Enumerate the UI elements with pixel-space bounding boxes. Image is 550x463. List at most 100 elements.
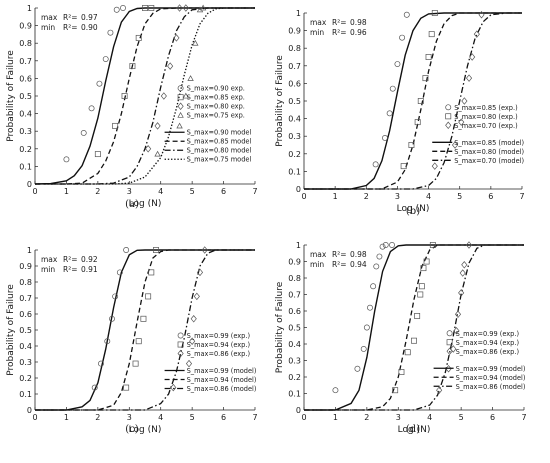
data-point-s1-0 [392,387,399,394]
data-point-s1-1 [112,122,119,129]
y-tick-label: 0.4 [19,342,32,351]
legend-label-2: S_max=0.80 exp. [187,103,245,111]
data-point-s2-7 [461,261,468,269]
r2-max-value: 0.97 [81,13,98,22]
legend-marker-2 [445,121,452,130]
legend-label-3: S_max=0.99 (model) [456,365,526,373]
data-point-s0-0 [372,161,379,168]
y-tick-label: 0.9 [19,22,32,31]
data-point-s0-1 [98,360,104,367]
data-point-s2-3 [453,327,460,335]
y-tick-label: 0.1 [288,390,301,399]
data-point-s1-4 [422,75,429,82]
data-point-s0-6 [113,6,120,13]
data-point-s0-5 [399,34,406,41]
y-tick-label: 0.7 [288,62,301,71]
legend-marker-1 [445,113,452,120]
data-point-s0-6 [123,247,130,253]
legend-marker-3 [177,111,184,118]
data-point-s1-5 [142,5,148,11]
y-tick-label: 0.9 [19,262,32,271]
legend-marker-1 [177,94,184,101]
r2-min-value: 0.94 [350,260,367,269]
data-point-s1-4 [414,313,421,319]
data-point-s0-2 [386,110,393,117]
x-tick-label: 1 [64,187,69,196]
y-tick-label: 0.3 [288,132,301,141]
r2-min-prefix: min [41,265,55,274]
series-line-5 [35,7,255,185]
y-axis-label: Probability of Failure [275,55,285,147]
data-point-s3-4 [192,39,199,46]
legend-marker-1 [446,339,453,346]
data-point-s0-4 [112,293,119,300]
series-line-5 [35,249,255,411]
y-tick-label: 0.5 [19,92,32,101]
data-point-s0-1 [354,365,361,372]
x-tick-label: 6 [490,413,495,422]
data-point-s1-9 [429,242,436,248]
x-axis-label: Log (N) [398,425,431,435]
legend-marker-2 [177,349,184,358]
y-tick-label: 0.6 [288,307,301,316]
data-point-s1-5 [148,269,155,276]
data-point-s2-6 [201,246,208,254]
y-tick-label: 0.5 [288,97,301,106]
legend-label-1: S_max=0.80 (exp.) [454,113,517,121]
y-tick-label: 0.8 [19,39,32,48]
data-point-s2-3 [190,315,197,323]
legend-label-2: S_max=0.86 (exp.) [456,348,519,356]
data-point-s2-2 [450,345,457,353]
r2-symbol: R²= [332,18,347,27]
r2-symbol: R²= [332,260,347,269]
legend-label-0: S_max=0.99 (exp.) [456,330,519,338]
legend-label-5: S_max=0.85 model [187,138,252,146]
data-point-s0-6 [373,263,380,270]
data-point-s3-5 [196,6,204,13]
x-axis-label: Log (N) [397,204,430,214]
data-point-s0-5 [107,29,114,36]
y-tick-label: 0.4 [19,110,32,119]
series-line-7 [35,7,255,185]
data-point-s2-1 [154,122,161,130]
data-point-s2-2 [189,337,196,345]
r2-symbol: R²= [332,250,347,259]
data-point-s0-1 [382,135,388,141]
x-tick-label: 0 [32,413,37,422]
y-tick-label: 0.1 [19,390,32,399]
legend-label-2: S_max=0.70 (exp.) [454,122,517,130]
legend-marker-0 [177,332,184,339]
series-line-6 [35,7,255,185]
legend-label-4: S_max=0.90 model [187,129,252,137]
data-point-s2-0 [436,386,443,394]
legend-label-6: S_max=0.80 model [187,147,252,155]
data-point-s2-4 [193,292,200,301]
data-point-s0-0 [332,387,339,394]
series-line-4 [35,249,255,411]
chart-panel-d: 0 1 2 3 4 5 6 7 0 0.1 0.2 0.3 0.4 0.5 0.6 0.7 0.8 0.9 1 Log… [275,241,527,435]
data-point-s1-7 [420,265,427,272]
x-tick-label: 7 [252,413,257,422]
y-tick-label: 0.6 [19,310,32,319]
data-point-s2-1 [451,141,459,149]
data-point-s0-3 [363,324,370,331]
data-point-s0-6 [403,11,410,18]
data-point-s3-3 [187,75,194,81]
y-tick-label: 0.7 [19,57,32,66]
y-tick-label: 1 [27,4,32,13]
r2-min-prefix: min [41,23,55,32]
y-tick-label: 0.8 [19,278,32,287]
data-point-s2-6 [459,269,466,277]
legend-label-2: S_max=0.86 (exp.) [187,350,250,358]
r2-symbol: R²= [63,23,78,32]
y-tick-label: 0.2 [19,145,32,154]
x-tick-label: 2 [95,187,100,196]
legend-label-0: S_max=0.85 (exp.) [454,104,517,112]
y-axis-label: Probability of Failure [6,50,16,142]
y-tick-label: 1 [296,9,301,18]
data-point-s2-4 [454,310,462,319]
y-tick-label: 0.5 [19,326,32,335]
data-point-s0-0 [63,156,70,163]
data-point-s1-2 [404,349,411,356]
r2-max-value: 0.98 [350,18,367,27]
